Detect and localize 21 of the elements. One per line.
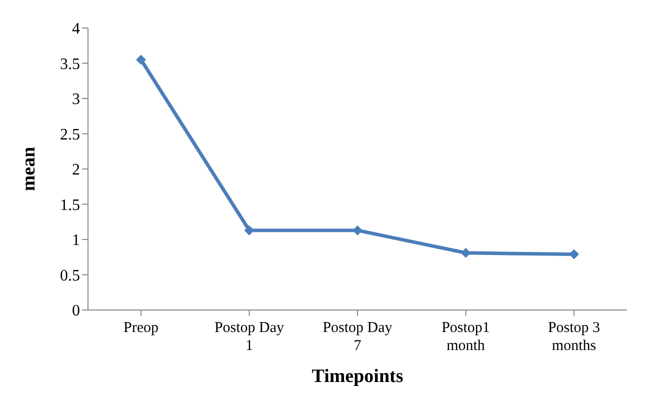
x-tick-label: Postop Day 7 xyxy=(322,320,393,354)
x-tick-label: Preop xyxy=(124,320,158,336)
y-tick-label: 2.5 xyxy=(60,126,80,144)
point xyxy=(136,54,146,65)
x-axis-title: Timepoints xyxy=(312,366,404,387)
y-tick-label: 0.5 xyxy=(60,267,80,284)
point xyxy=(244,225,254,236)
y-tick-label: 2 xyxy=(72,162,80,179)
x-tick-label: Postop 3 months xyxy=(548,320,600,354)
y-axis-title: mean xyxy=(18,146,40,192)
y-tick-label: 0 xyxy=(72,302,80,320)
y-tick-label: 1.5 xyxy=(60,196,80,214)
point xyxy=(569,249,579,260)
y-tick-label: 3.5 xyxy=(60,56,80,73)
point xyxy=(352,225,362,236)
x-tick-label: Postop Day 1 xyxy=(214,320,285,354)
point xyxy=(460,248,471,258)
y-tick-label: 4 xyxy=(72,20,80,38)
y-tick-label: 1 xyxy=(72,232,80,250)
y-tick-label: 3 xyxy=(72,91,80,108)
x-tick-label: Postop1 month xyxy=(442,320,490,354)
